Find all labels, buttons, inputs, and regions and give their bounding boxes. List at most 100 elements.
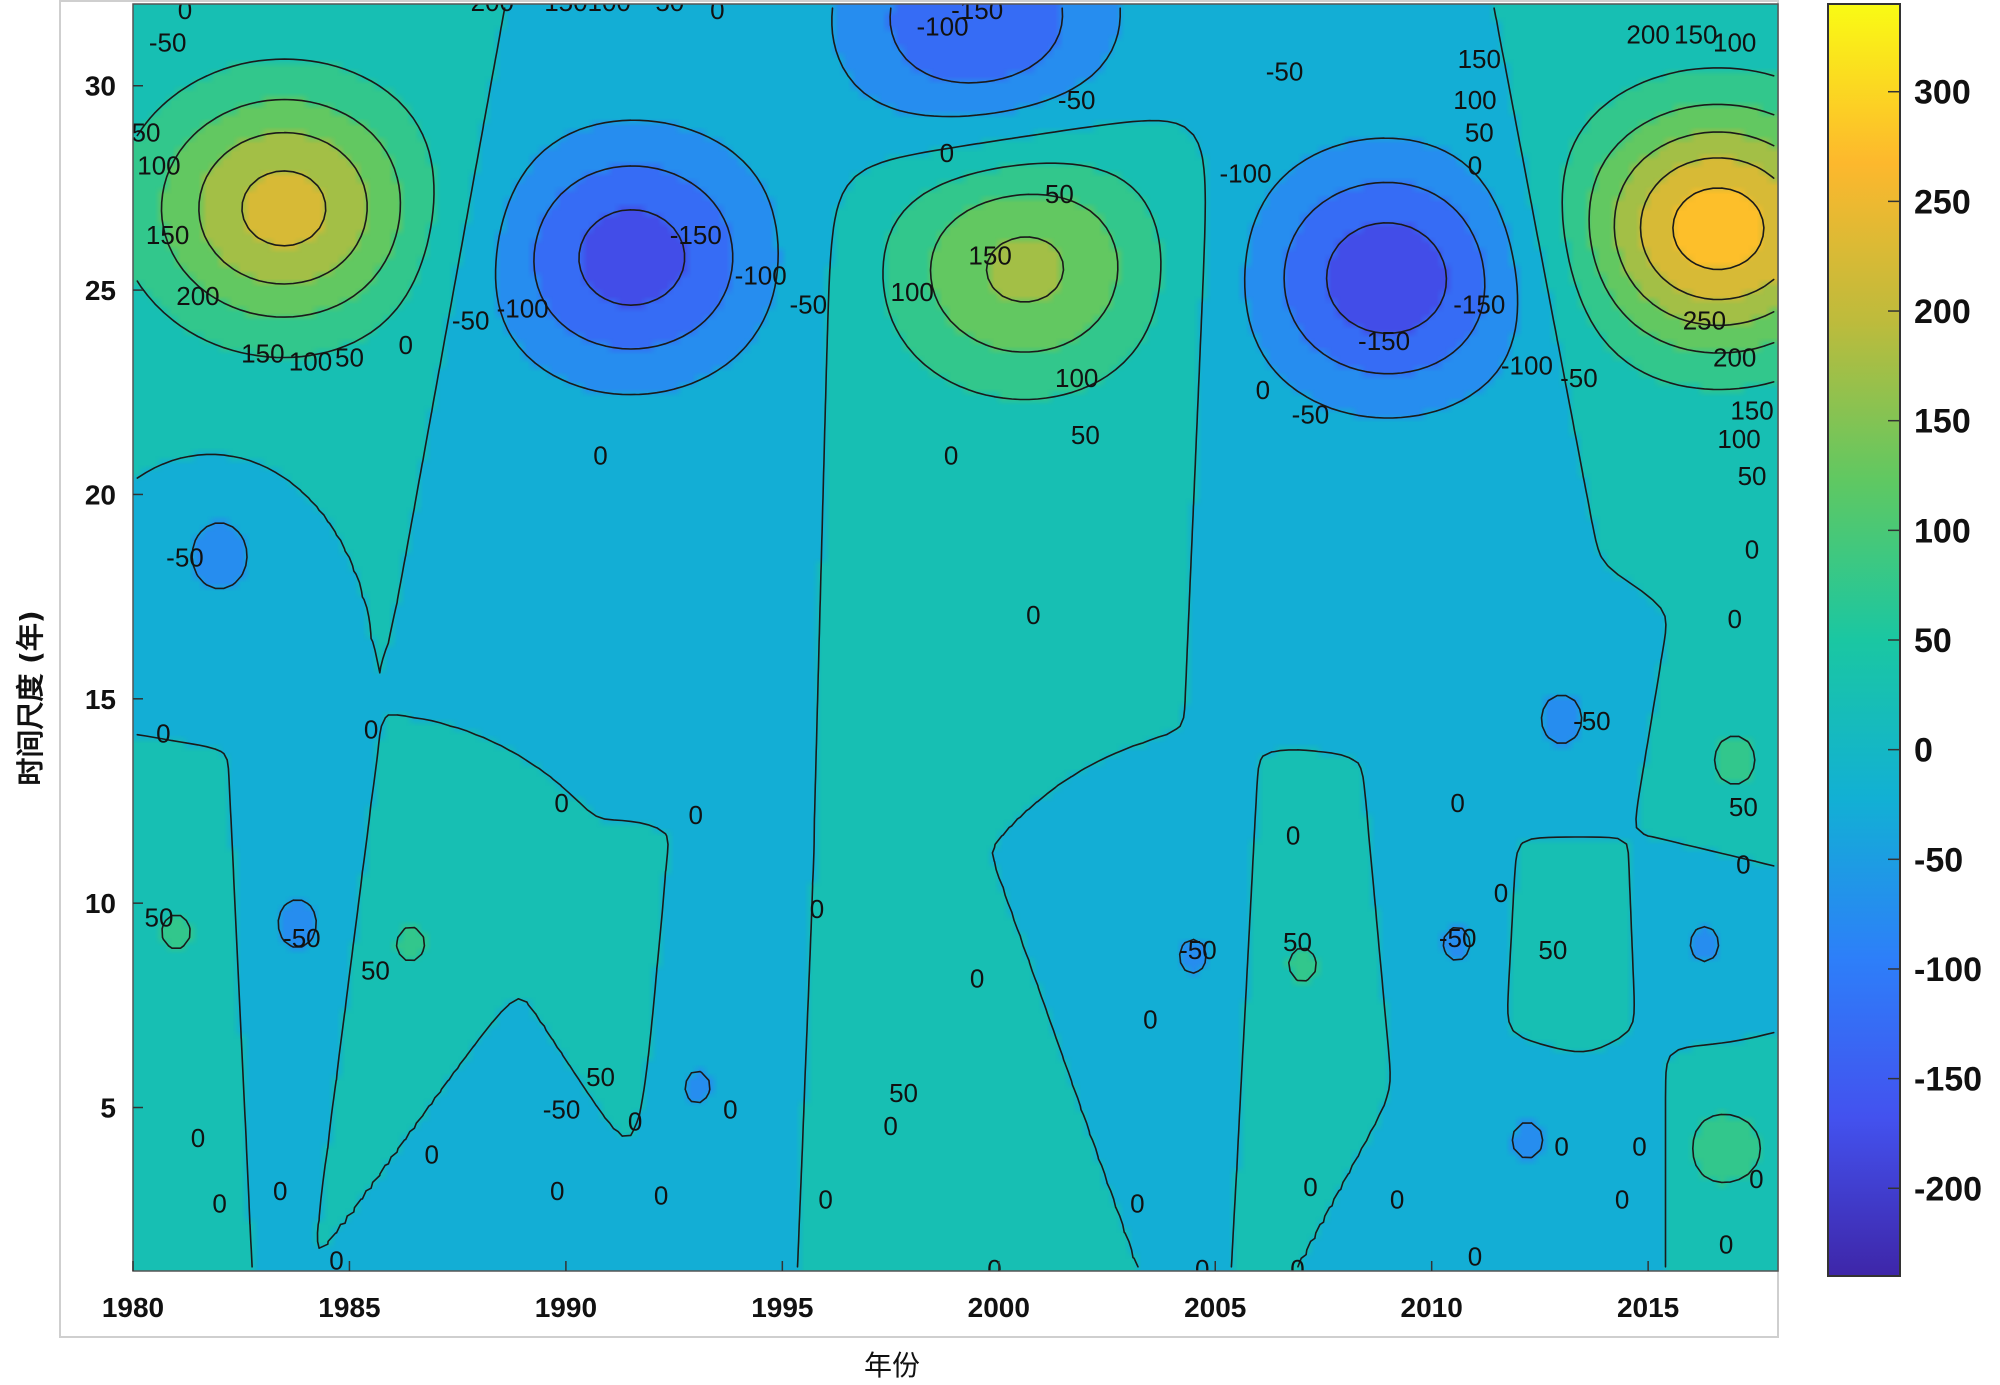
contour-label: 0 — [156, 718, 170, 748]
contour-label: 50 — [361, 956, 390, 986]
colorbar-tick-label: 50 — [1914, 622, 1952, 660]
y-tick-label: 5 — [100, 1093, 116, 1124]
contour-label: 50 — [1538, 935, 1567, 965]
contour-label: 0 — [364, 714, 378, 744]
contour-label: 0 — [970, 964, 984, 994]
y-tick-label: 10 — [85, 888, 116, 919]
y-tick-label: 25 — [85, 275, 116, 306]
contour-label: 0 — [1143, 1005, 1157, 1035]
contour-label: 0 — [273, 1176, 287, 1206]
contour-label: -50 — [1560, 363, 1598, 393]
plot-border — [132, 3, 1779, 1272]
contour-lines — [136, 7, 1775, 1268]
contour-label: 0 — [883, 1111, 897, 1141]
contour-label: 150 — [1730, 396, 1773, 426]
contour-label: 100 — [587, 0, 630, 17]
contour-label: 0 — [329, 1246, 343, 1276]
contour-label: 0 — [1468, 1242, 1482, 1272]
contour-label: -50 — [1266, 56, 1304, 86]
contour-label: 0 — [1632, 1131, 1646, 1161]
contour-label: 100 — [137, 150, 180, 180]
contour-label: 150 — [544, 0, 587, 17]
contour-label: -50 — [1292, 400, 1330, 430]
contour-label: 0 — [212, 1188, 226, 1218]
colorbar-tick-label: 150 — [1914, 403, 1971, 441]
contour-label: -50 — [1058, 85, 1096, 115]
contour-label: 50 — [586, 1062, 615, 1092]
contour-label: 100 — [1713, 28, 1756, 58]
contour-label: 100 — [1453, 85, 1496, 115]
contour-label: 0 — [1554, 1131, 1568, 1161]
contour-label: 0 — [628, 1107, 642, 1137]
contour-label: 0 — [398, 330, 412, 360]
contour-label: 150 — [968, 240, 1011, 270]
contour-label: 0 — [1303, 1172, 1317, 1202]
contour-label: -100 — [497, 293, 549, 323]
contour-label: 0 — [723, 1094, 737, 1124]
x-tick-label: 1995 — [751, 1292, 813, 1323]
contour-label: -100 — [916, 11, 968, 41]
contour-line-0 — [136, 7, 1775, 1268]
colorbar-tick-label: 0 — [1914, 732, 1933, 770]
contour-label: 0 — [1615, 1184, 1629, 1214]
contour-label: 100 — [891, 277, 934, 307]
contour-line--150 — [578, 209, 1448, 335]
contour-label: -50 — [283, 923, 321, 953]
contour-label: 50 — [1465, 118, 1494, 148]
contour-label: 0 — [178, 0, 192, 25]
contour-label: 50 — [1729, 792, 1758, 822]
contour-label: 200 — [176, 281, 219, 311]
contour-label: -50 — [166, 543, 204, 573]
contour-label: 50 — [335, 342, 364, 372]
y-tick-label: 15 — [85, 684, 116, 715]
contour-label: 200 — [471, 0, 514, 17]
x-tick-label: 1980 — [102, 1292, 164, 1323]
contour-label: 150 — [241, 338, 284, 368]
contour-label: -50 — [452, 306, 490, 336]
x-tick-label: 2000 — [968, 1292, 1030, 1323]
contour-line-50 — [136, 58, 1775, 1184]
contour-label: 0 — [1736, 849, 1750, 879]
contour-label: 0 — [944, 441, 958, 471]
x-tick-label: 2005 — [1184, 1292, 1246, 1323]
contour-label: -150 — [670, 220, 722, 250]
contour-label: -50 — [1439, 923, 1477, 953]
contour-line-250 — [1672, 187, 1765, 271]
contour-label: -150 — [951, 0, 1003, 25]
contour-line--100 — [533, 7, 1486, 375]
contour-label: 200 — [1713, 342, 1756, 372]
colorbar-tick-label: -100 — [1914, 951, 1982, 989]
contour-label: 100 — [1717, 424, 1760, 454]
contour-label: 100 — [289, 347, 332, 377]
contour-label: -50 — [543, 1094, 581, 1124]
contour-label: 0 — [1256, 375, 1270, 405]
contour-label: 150 — [146, 220, 189, 250]
x-axis-title: 年份 — [864, 1349, 920, 1382]
colorbar-tick-label: 250 — [1914, 183, 1971, 221]
colorbar-tick-label: 300 — [1914, 74, 1971, 112]
scalar-field-raster — [133, 4, 1778, 1271]
contour-label: 0 — [1286, 821, 1300, 851]
contour-line-100 — [160, 98, 1775, 354]
contour-label: 0 — [1727, 604, 1741, 634]
contour-label: 200 — [1626, 20, 1669, 50]
x-tick-label: 1990 — [535, 1292, 597, 1323]
contour-label: -100 — [1220, 159, 1272, 189]
y-tick-label: 30 — [85, 71, 116, 102]
contour-label: 0 — [554, 788, 568, 818]
contour-label: 150 — [1674, 20, 1717, 50]
contour-label: 0 — [1749, 1164, 1763, 1194]
contour-label: 0 — [1745, 535, 1759, 565]
colorbar-tick-label: 200 — [1914, 293, 1971, 331]
contour-label: 50 — [1738, 461, 1767, 491]
contour-label: -50 — [123, 118, 161, 148]
contour-label: 0 — [818, 1184, 832, 1214]
contour-label: -50 — [790, 289, 828, 319]
y-axis-title: 时间尺度 (年) — [14, 610, 47, 785]
colorbar: 300 250 200 150 100 50 0 -50 -100 -150 -200 — [1827, 3, 1982, 1277]
contour-label: 50 — [1071, 420, 1100, 450]
contour-label: 100 — [1055, 363, 1098, 393]
